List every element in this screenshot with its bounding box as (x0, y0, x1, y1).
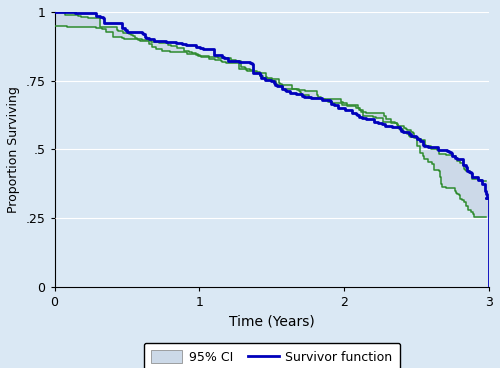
Y-axis label: Proportion Surviving: Proportion Surviving (7, 86, 20, 213)
X-axis label: Time (Years): Time (Years) (229, 315, 314, 329)
Legend: 95% CI, Survivor function: 95% CI, Survivor function (144, 343, 400, 368)
